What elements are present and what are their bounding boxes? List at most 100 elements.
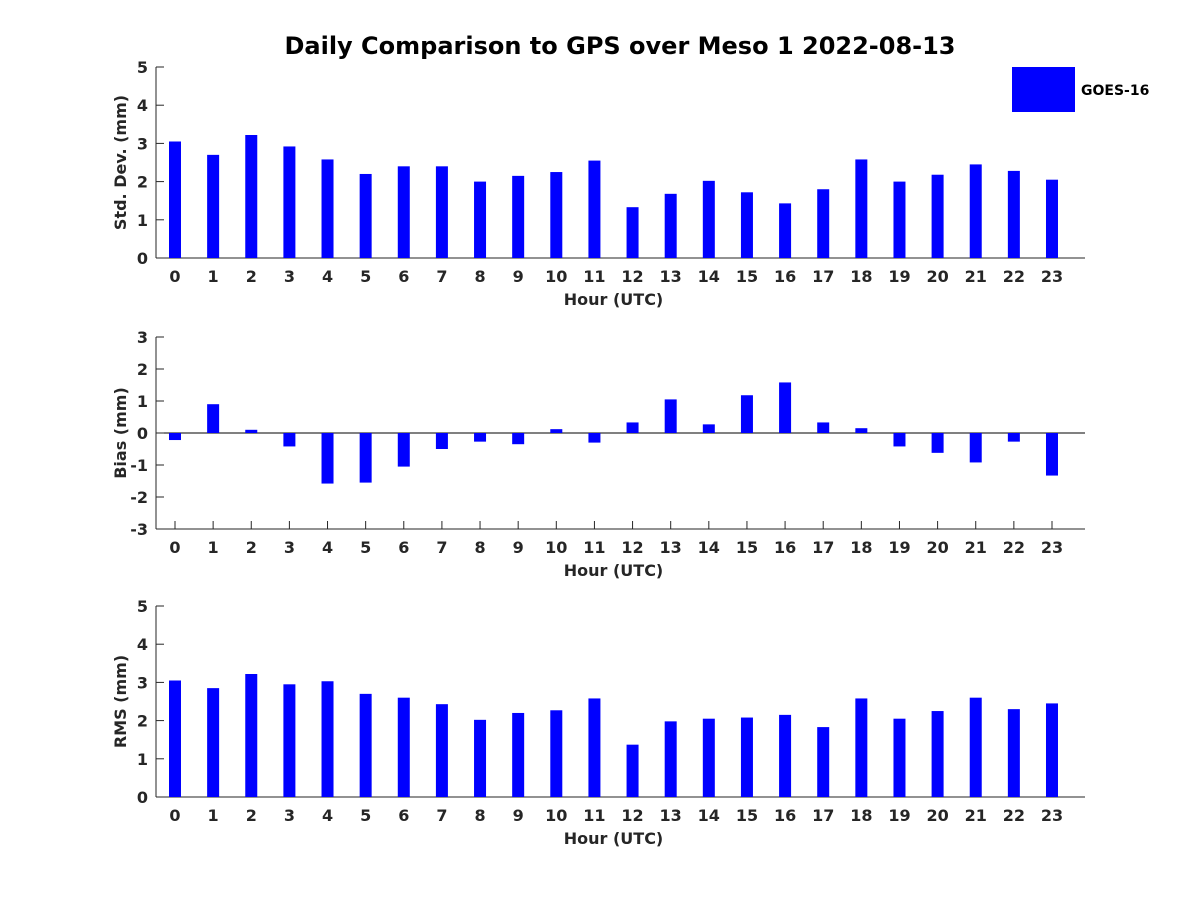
bar-hour-10 (550, 172, 563, 258)
y-tick-label: 1 (137, 392, 148, 411)
x-tick-label: 19 (888, 806, 910, 825)
bar-hour-11 (588, 160, 601, 258)
y-tick-label: 4 (137, 635, 148, 654)
x-tick-label: 8 (474, 267, 485, 286)
x-tick-label: 18 (850, 267, 872, 286)
x-tick-label: 11 (583, 267, 605, 286)
bar-hour-20 (931, 174, 944, 258)
x-tick-label: 8 (474, 538, 485, 557)
y-tick-label: 1 (137, 750, 148, 769)
y-tick-label: 5 (137, 58, 148, 77)
x-tick-label: 23 (1041, 267, 1063, 286)
chart-title: Daily Comparison to GPS over Meso 1 2022… (284, 32, 955, 60)
bar-hour-12 (626, 422, 639, 433)
bar-hour-20 (931, 433, 944, 453)
x-tick-label: 10 (545, 267, 567, 286)
bar-hour-2 (245, 134, 258, 258)
bar-hour-6 (397, 697, 410, 797)
bar-hour-8 (474, 433, 487, 442)
bar-hour-4 (321, 433, 334, 484)
x-tick-label: 2 (246, 806, 257, 825)
bar-hour-14 (702, 718, 715, 797)
bar-hour-18 (855, 428, 868, 433)
bar-hour-13 (664, 193, 677, 258)
bar-hour-2 (245, 673, 258, 797)
bar-hour-16 (779, 203, 792, 258)
bar-hour-1 (207, 404, 220, 433)
x-tick-label: 14 (698, 538, 720, 557)
x-tick-label: 1 (208, 538, 219, 557)
x-tick-label: 15 (736, 806, 758, 825)
x-tick-label: 5 (360, 538, 371, 557)
bar-hour-20 (931, 711, 944, 797)
y-tick-label: -1 (130, 456, 148, 475)
x-tick-label: 22 (1003, 267, 1025, 286)
bar-hour-16 (779, 714, 792, 797)
x-tick-label: 0 (169, 806, 180, 825)
x-tick-label: 7 (436, 267, 447, 286)
x-tick-label: 9 (513, 806, 524, 825)
bar-hour-10 (550, 710, 563, 797)
bar-hour-4 (321, 681, 334, 797)
bar-hour-22 (1007, 170, 1020, 258)
y-tick-label: 0 (137, 788, 148, 807)
bar-hour-23 (1045, 433, 1058, 476)
bar-hour-13 (664, 399, 677, 433)
bar-hour-5 (359, 173, 372, 258)
x-tick-label: 15 (736, 267, 758, 286)
bar-hour-21 (969, 697, 982, 797)
y-tick-label: 4 (137, 96, 148, 115)
y-tick-label: 3 (137, 673, 148, 692)
bar-hour-21 (969, 433, 982, 463)
legend-label: GOES-16 (1081, 83, 1149, 99)
bar-hour-4 (321, 159, 334, 258)
x-tick-label: 3 (284, 806, 295, 825)
bar-hour-7 (435, 166, 448, 258)
x-tick-label: 9 (513, 267, 524, 286)
x-tick-label: 7 (436, 806, 447, 825)
y-tick-label: 3 (137, 328, 148, 347)
x-tick-label: 17 (812, 538, 834, 557)
x-tick-label: 16 (774, 267, 796, 286)
bar-hour-5 (359, 433, 372, 483)
x-tick-label: 7 (436, 538, 447, 557)
x-tick-label: 21 (965, 806, 987, 825)
x-tick-label: 22 (1003, 806, 1025, 825)
bar-hour-12 (626, 744, 639, 797)
x-tick-label: 16 (774, 538, 796, 557)
bar-hour-22 (1007, 709, 1020, 797)
bar-hour-23 (1045, 179, 1058, 258)
bar-hour-18 (855, 159, 868, 258)
x-tick-label: 13 (660, 267, 682, 286)
bar-hour-2 (245, 429, 258, 433)
x-tick-label: 15 (736, 538, 758, 557)
bar-hour-19 (893, 433, 906, 447)
x-tick-label: 2 (246, 538, 257, 557)
x-tick-label: 21 (965, 267, 987, 286)
legend-swatch (1012, 67, 1075, 112)
bar-hour-17 (817, 727, 830, 797)
bar-hour-18 (855, 698, 868, 797)
bar-hour-9 (512, 433, 525, 445)
x-tick-label: 10 (545, 538, 567, 557)
bar-hour-0 (169, 141, 181, 258)
bar-hour-7 (435, 433, 448, 449)
x-axis-label: Hour (UTC) (564, 290, 664, 309)
y-tick-label: 2 (137, 360, 148, 379)
x-tick-label: 6 (398, 806, 409, 825)
bar-hour-15 (740, 717, 753, 797)
bar-hour-11 (588, 433, 601, 443)
bar-hour-16 (779, 382, 792, 433)
bar-hour-14 (702, 180, 715, 258)
bar-hour-11 (588, 698, 601, 797)
x-tick-label: 3 (284, 538, 295, 557)
bar-hour-6 (397, 433, 410, 467)
y-tick-label: 2 (137, 712, 148, 731)
x-tick-label: 1 (208, 806, 219, 825)
x-tick-label: 17 (812, 806, 834, 825)
x-tick-label: 19 (888, 267, 910, 286)
y-tick-label: 0 (137, 249, 148, 268)
bar-hour-12 (626, 207, 639, 258)
